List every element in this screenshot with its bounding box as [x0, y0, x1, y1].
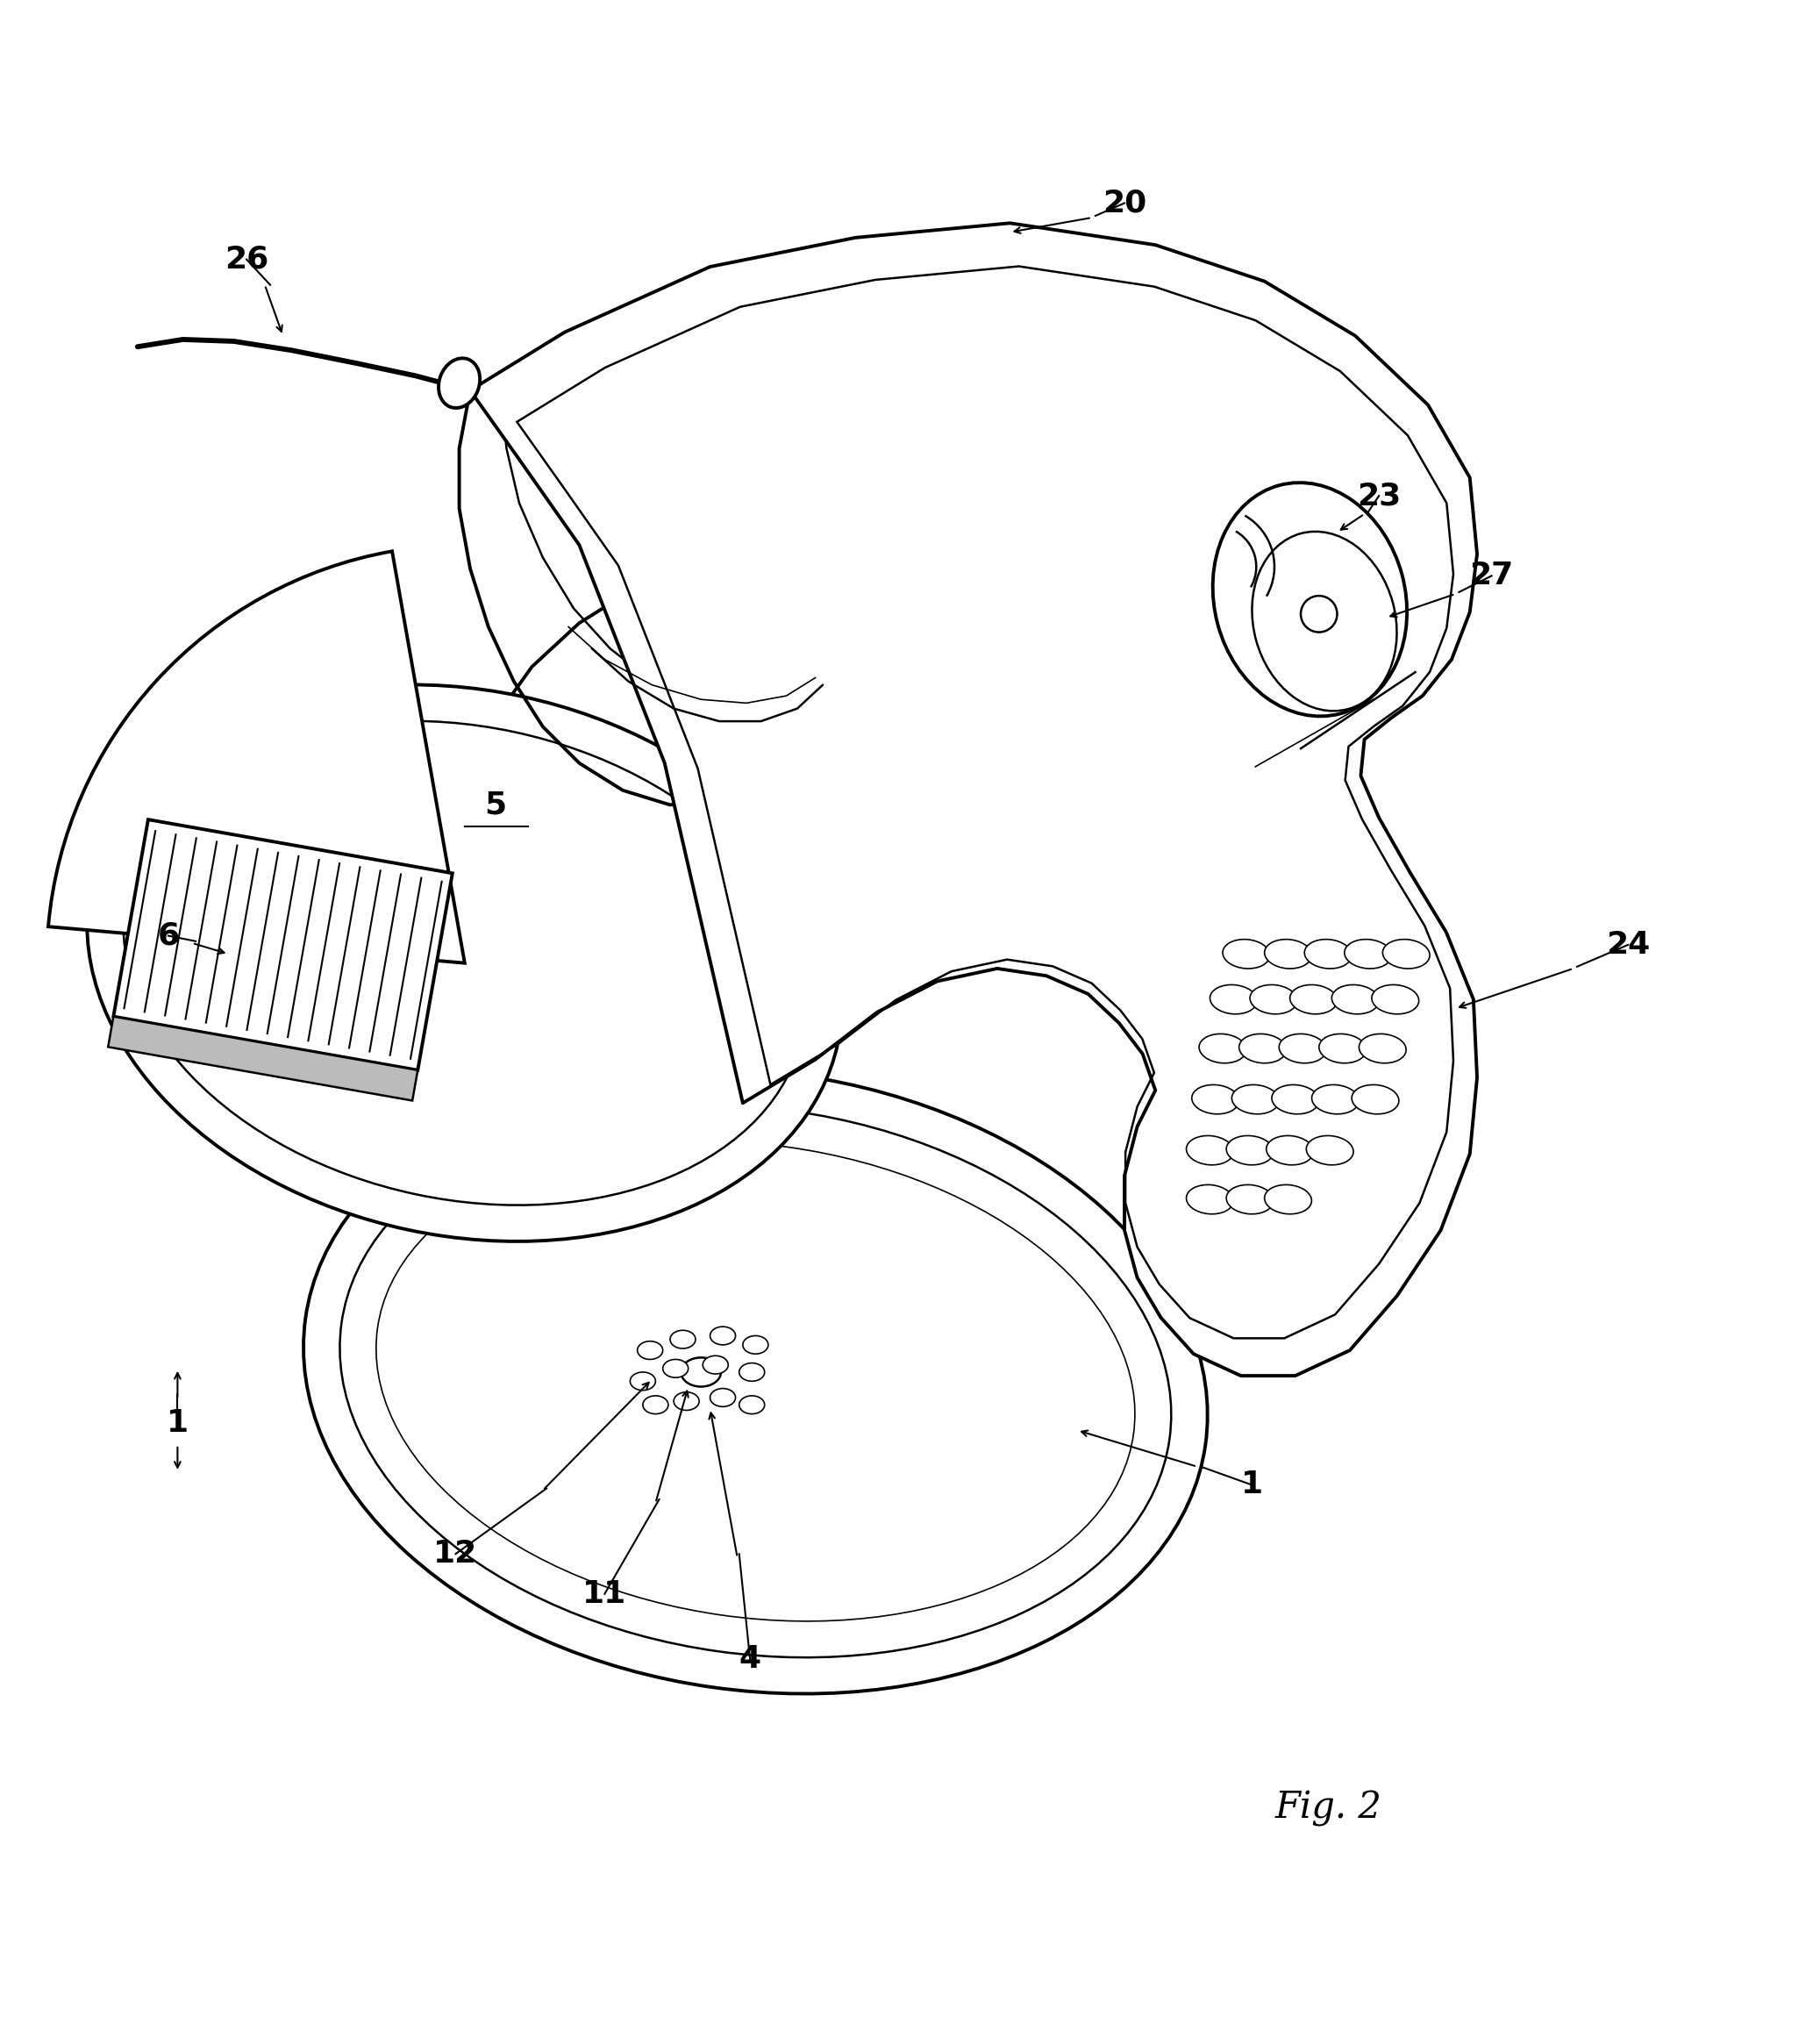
- Polygon shape: [477, 569, 852, 904]
- Ellipse shape: [630, 1372, 655, 1390]
- Polygon shape: [470, 224, 1478, 1376]
- Ellipse shape: [1192, 1085, 1239, 1113]
- Ellipse shape: [739, 1363, 764, 1382]
- Ellipse shape: [681, 1357, 721, 1386]
- Ellipse shape: [673, 1392, 699, 1410]
- Text: 26: 26: [224, 244, 269, 274]
- Text: 27: 27: [1469, 561, 1514, 591]
- Ellipse shape: [1250, 984, 1298, 1015]
- Ellipse shape: [1290, 984, 1338, 1015]
- Ellipse shape: [1239, 1035, 1287, 1063]
- Ellipse shape: [1372, 984, 1420, 1015]
- Ellipse shape: [1199, 1035, 1247, 1063]
- Ellipse shape: [703, 1355, 728, 1374]
- Ellipse shape: [670, 1331, 695, 1349]
- Ellipse shape: [1345, 940, 1392, 968]
- Ellipse shape: [1232, 1085, 1279, 1113]
- Ellipse shape: [1227, 1184, 1274, 1214]
- Text: 1: 1: [166, 1408, 189, 1438]
- Text: 6: 6: [157, 922, 180, 950]
- Ellipse shape: [1227, 1136, 1274, 1166]
- Ellipse shape: [1305, 940, 1352, 968]
- Ellipse shape: [1265, 1184, 1312, 1214]
- Text: 4: 4: [739, 1644, 761, 1674]
- Ellipse shape: [1265, 940, 1312, 968]
- Ellipse shape: [637, 1341, 662, 1359]
- Text: 20: 20: [1103, 188, 1147, 218]
- Ellipse shape: [1301, 595, 1338, 631]
- Text: 24: 24: [1605, 930, 1651, 960]
- Ellipse shape: [1279, 1035, 1327, 1063]
- Ellipse shape: [1332, 984, 1380, 1015]
- Ellipse shape: [1187, 1136, 1234, 1166]
- Ellipse shape: [1352, 1085, 1400, 1113]
- Ellipse shape: [1312, 1085, 1360, 1113]
- Ellipse shape: [87, 684, 843, 1240]
- Ellipse shape: [1187, 1184, 1234, 1214]
- Text: 12: 12: [433, 1539, 477, 1569]
- Polygon shape: [113, 819, 453, 1071]
- Ellipse shape: [642, 1396, 668, 1414]
- Ellipse shape: [710, 1327, 735, 1345]
- Text: Fig. 2: Fig. 2: [1274, 1789, 1381, 1827]
- Ellipse shape: [439, 359, 480, 407]
- Text: 23: 23: [1358, 480, 1401, 510]
- Text: 11: 11: [582, 1579, 626, 1610]
- Ellipse shape: [1252, 532, 1396, 710]
- Ellipse shape: [1383, 940, 1431, 968]
- Text: 5: 5: [484, 791, 506, 819]
- Wedge shape: [49, 551, 464, 962]
- Ellipse shape: [1307, 1136, 1354, 1166]
- Ellipse shape: [739, 1396, 764, 1414]
- Ellipse shape: [662, 1359, 688, 1378]
- Ellipse shape: [743, 1335, 768, 1353]
- Text: 1: 1: [1241, 1470, 1263, 1501]
- Ellipse shape: [1267, 1136, 1314, 1166]
- Ellipse shape: [710, 1388, 735, 1406]
- Polygon shape: [107, 1017, 419, 1101]
- Ellipse shape: [1360, 1035, 1407, 1063]
- Ellipse shape: [1210, 984, 1258, 1015]
- Ellipse shape: [1212, 482, 1407, 716]
- Ellipse shape: [1223, 940, 1270, 968]
- Ellipse shape: [1272, 1085, 1320, 1113]
- Ellipse shape: [304, 1069, 1207, 1694]
- Ellipse shape: [1320, 1035, 1367, 1063]
